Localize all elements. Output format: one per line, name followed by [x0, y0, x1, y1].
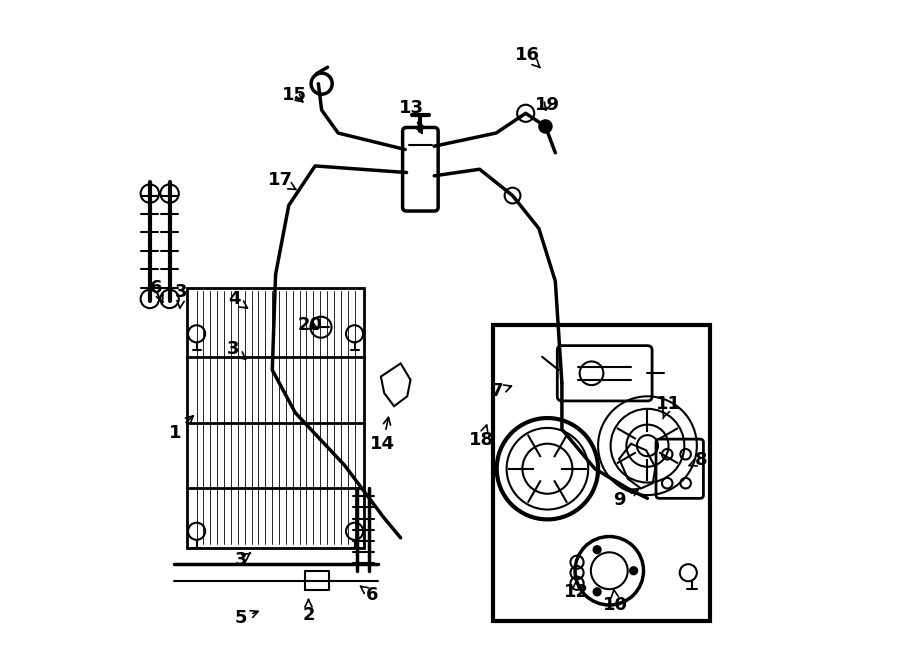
Text: 2: 2 — [302, 600, 315, 624]
Text: 3: 3 — [235, 551, 250, 568]
Text: 7: 7 — [491, 382, 511, 400]
Text: 14: 14 — [371, 417, 395, 453]
Text: 13: 13 — [400, 99, 424, 134]
Text: 18: 18 — [469, 425, 494, 449]
Bar — [493, 325, 710, 621]
Text: 20: 20 — [298, 316, 323, 334]
Text: 1: 1 — [168, 416, 194, 442]
Circle shape — [592, 587, 602, 596]
Text: 4: 4 — [228, 290, 248, 308]
Text: 6: 6 — [361, 586, 379, 604]
Circle shape — [629, 566, 638, 575]
Circle shape — [538, 119, 553, 134]
Text: 9: 9 — [614, 488, 639, 509]
Text: 10: 10 — [603, 590, 628, 614]
Text: 17: 17 — [267, 171, 296, 190]
Text: 8: 8 — [689, 451, 707, 469]
Text: 3: 3 — [176, 284, 188, 308]
Text: 19: 19 — [535, 96, 560, 114]
Text: 16: 16 — [515, 46, 540, 67]
Text: 5: 5 — [235, 609, 258, 627]
Text: 3: 3 — [227, 340, 246, 359]
Circle shape — [592, 545, 602, 555]
Text: 12: 12 — [564, 580, 589, 602]
Text: 15: 15 — [282, 86, 307, 104]
Text: 11: 11 — [656, 395, 681, 418]
Text: 6: 6 — [150, 279, 163, 302]
